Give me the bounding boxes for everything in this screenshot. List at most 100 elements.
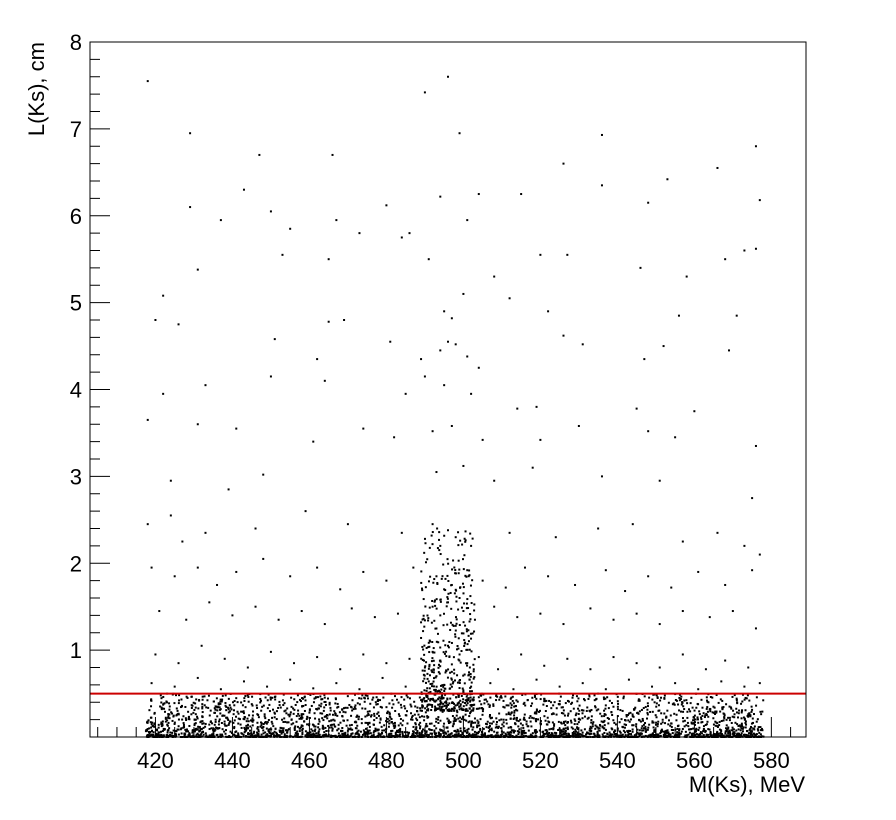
dense-point (656, 733, 659, 736)
peak-point (465, 630, 468, 633)
dense-point (247, 700, 250, 703)
dense-point (509, 717, 512, 720)
dense-point (329, 709, 332, 712)
peak-point (451, 682, 454, 685)
dense-point (282, 727, 285, 730)
dense-point (487, 734, 490, 737)
dense-point (509, 713, 512, 716)
dense-point (689, 728, 692, 731)
dense-point (228, 722, 231, 725)
dense-point (590, 732, 593, 735)
peak-point (442, 702, 445, 705)
dense-point (628, 732, 631, 735)
dense-point (732, 733, 735, 736)
dense-point (390, 732, 393, 735)
data-point (662, 345, 665, 348)
dense-point (351, 699, 354, 702)
peak-point (456, 702, 459, 705)
dense-point (190, 695, 193, 698)
dense-point (598, 727, 601, 730)
dense-point (694, 730, 697, 733)
dense-point (743, 733, 746, 736)
dense-point (688, 728, 691, 731)
dense-point (388, 735, 391, 738)
dense-point (625, 735, 628, 738)
data-point (754, 145, 757, 148)
dense-point (205, 706, 208, 709)
data-point (339, 588, 342, 591)
dense-point (196, 715, 199, 718)
data-point (173, 685, 176, 688)
dense-point (308, 708, 311, 711)
dense-point (744, 726, 747, 729)
dense-point (708, 708, 711, 711)
dense-point (571, 696, 574, 699)
dense-point (654, 723, 657, 726)
dense-point (341, 727, 344, 730)
dense-point (173, 721, 176, 724)
dense-point (590, 708, 593, 711)
dense-point (301, 727, 304, 730)
dense-point (455, 714, 458, 717)
dense-point (578, 704, 581, 707)
peak-point (424, 700, 427, 703)
dense-point (229, 706, 232, 709)
data-point (177, 323, 180, 326)
dense-point (747, 734, 750, 737)
dense-point (270, 732, 273, 735)
dense-point (722, 706, 725, 709)
dense-point (691, 734, 694, 737)
dense-point (277, 734, 280, 737)
dense-point (737, 728, 740, 731)
dense-point (219, 702, 222, 705)
dense-point (480, 733, 483, 736)
dense-point (426, 705, 429, 708)
dense-point (693, 714, 696, 717)
dense-point (359, 730, 362, 733)
dense-point (181, 718, 184, 721)
dense-point (662, 730, 665, 733)
dense-point (510, 704, 513, 707)
dense-point (588, 729, 591, 732)
data-point (362, 427, 365, 430)
dense-point (749, 727, 752, 730)
data-point (173, 575, 176, 578)
dense-point (206, 699, 209, 702)
dense-point (715, 721, 718, 724)
dense-point (619, 709, 622, 712)
peak-point (428, 687, 431, 690)
dense-point (631, 730, 634, 733)
dense-point (535, 720, 538, 723)
dense-point (750, 705, 753, 708)
dense-point (401, 730, 404, 733)
dense-point (221, 714, 224, 717)
dense-point (481, 707, 484, 710)
dense-point (219, 712, 222, 715)
data-point (697, 570, 700, 573)
dense-point (618, 734, 621, 737)
dense-point (338, 711, 341, 714)
dense-point (730, 722, 733, 725)
dense-point (669, 714, 672, 717)
dense-point (193, 724, 196, 727)
dense-point (562, 732, 565, 735)
peak-point (457, 608, 460, 611)
dense-point (273, 712, 276, 715)
data-point (631, 523, 634, 526)
dense-point (515, 699, 518, 702)
dense-point (746, 730, 749, 733)
data-point (258, 153, 261, 156)
dense-point (160, 733, 163, 736)
data-point (658, 623, 661, 626)
dense-point (639, 733, 642, 736)
dense-point (729, 732, 732, 735)
dense-point (603, 724, 606, 727)
dense-point (651, 698, 654, 701)
dense-point (151, 735, 154, 738)
dense-point (548, 721, 551, 724)
data-point (312, 687, 315, 690)
dense-point (706, 706, 709, 709)
dense-point (223, 714, 226, 717)
dense-point (187, 715, 190, 718)
